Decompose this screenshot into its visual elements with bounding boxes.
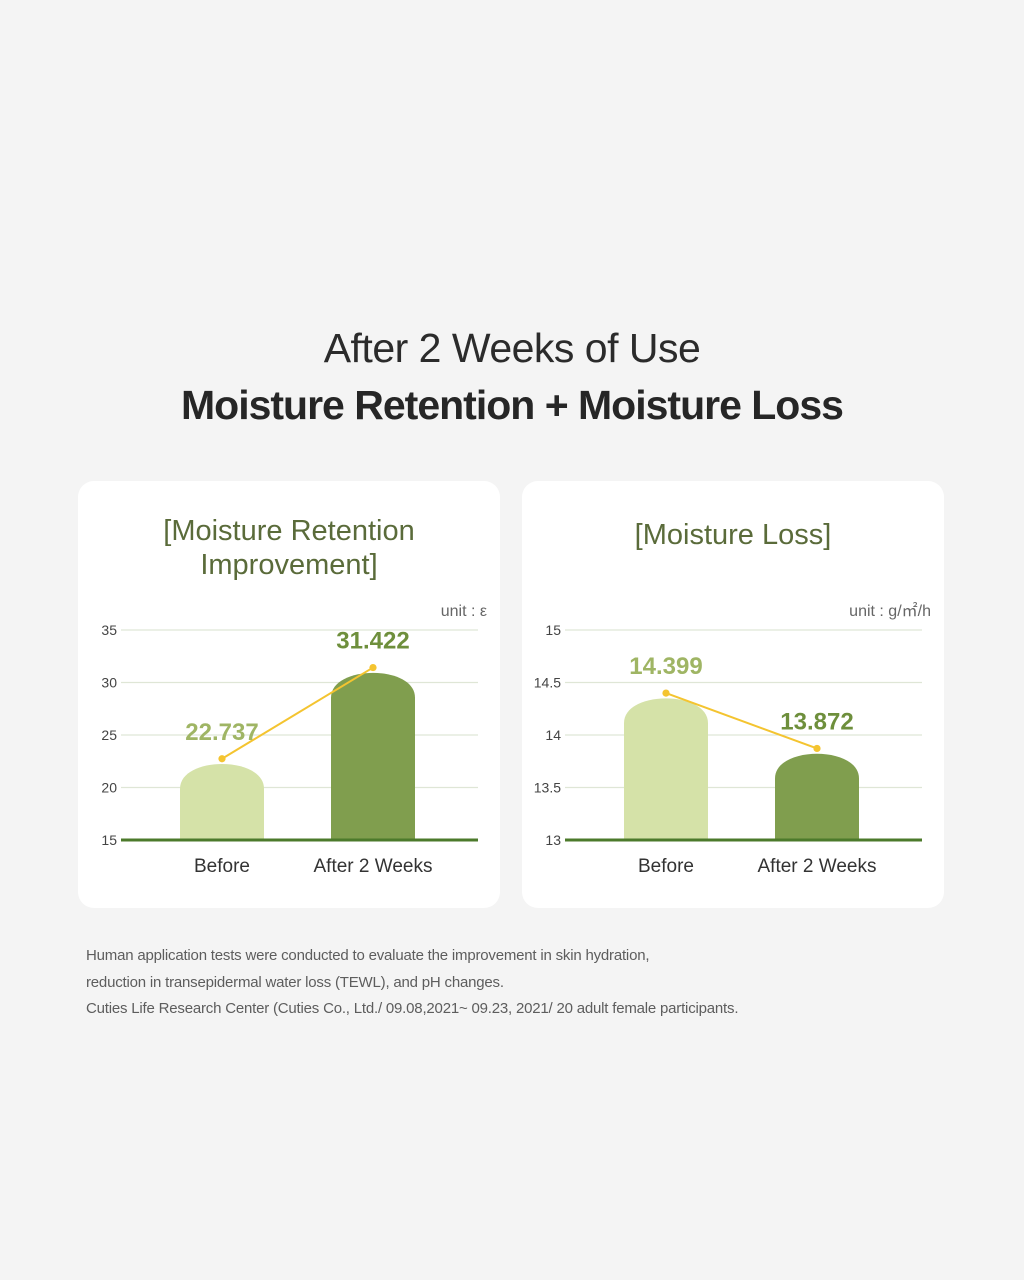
bar-before <box>180 764 264 840</box>
y-tick-label: 20 <box>101 780 117 796</box>
data-label: 14.399 <box>629 653 702 680</box>
category-label: Before <box>194 856 250 877</box>
data-label: 13.872 <box>780 708 853 735</box>
data-label: 31.422 <box>336 628 409 655</box>
category-label: After 2 Weeks <box>758 856 877 877</box>
y-tick-label: 25 <box>101 727 117 743</box>
headline-line-2: Moisture Retention + Moisture Loss <box>181 382 844 428</box>
headline-line-1: After 2 Weeks of Use <box>323 325 701 371</box>
category-label: After 2 Weeks <box>314 856 433 877</box>
y-tick-label: 30 <box>101 675 117 691</box>
moisture-loss-chart: [Moisture Loss] unit : g/㎡/h 13 13.5 14 14.5 1… <box>534 519 931 877</box>
y-tick-label: 14 <box>545 727 561 743</box>
footnote-line-2: reduction in transepidermal water loss (… <box>86 973 504 991</box>
data-label: 22.737 <box>185 719 258 746</box>
moisture-retention-card: [Moisture Retention Improvement] unit : ε 1… <box>78 481 500 908</box>
footnote-line-1: Human application tests were conducted t… <box>86 947 650 964</box>
y-tick-label: 13.5 <box>534 780 561 796</box>
trend-point <box>369 663 377 672</box>
trend-point <box>662 689 670 697</box>
unit-label: unit : g/㎡/h <box>849 602 931 620</box>
trend-point <box>218 755 226 763</box>
footnote: Human application tests were conducted t… <box>86 943 946 1023</box>
trend-point <box>813 744 821 753</box>
footnote-line-3: Cuties Life Research Center (Cuties Co.,… <box>86 1000 739 1017</box>
chart-title-line-1: [Moisture Retention <box>163 515 414 547</box>
trend-line <box>221 666 374 760</box>
y-tick-label: 13 <box>545 832 561 848</box>
y-tick-label: 14.5 <box>534 675 561 691</box>
chart-title-line-2: Improvement] <box>200 549 377 581</box>
bar-before <box>624 698 708 840</box>
bar-after <box>331 672 415 840</box>
y-tick-label: 35 <box>101 622 117 638</box>
y-tick-label: 15 <box>545 622 561 638</box>
y-tick-label: 15 <box>101 832 117 848</box>
trend-line <box>665 692 818 750</box>
bar-after <box>775 753 859 840</box>
chart-title: [Moisture Loss] <box>635 519 832 551</box>
headline: After 2 Weeks of Use Moisture Retention … <box>0 322 1024 434</box>
category-label: Before <box>638 856 694 877</box>
moisture-loss-card: [Moisture Loss] unit : g/㎡/h 13 13.5 14 14.5 1… <box>522 481 944 908</box>
unit-label: unit : ε <box>441 603 487 620</box>
